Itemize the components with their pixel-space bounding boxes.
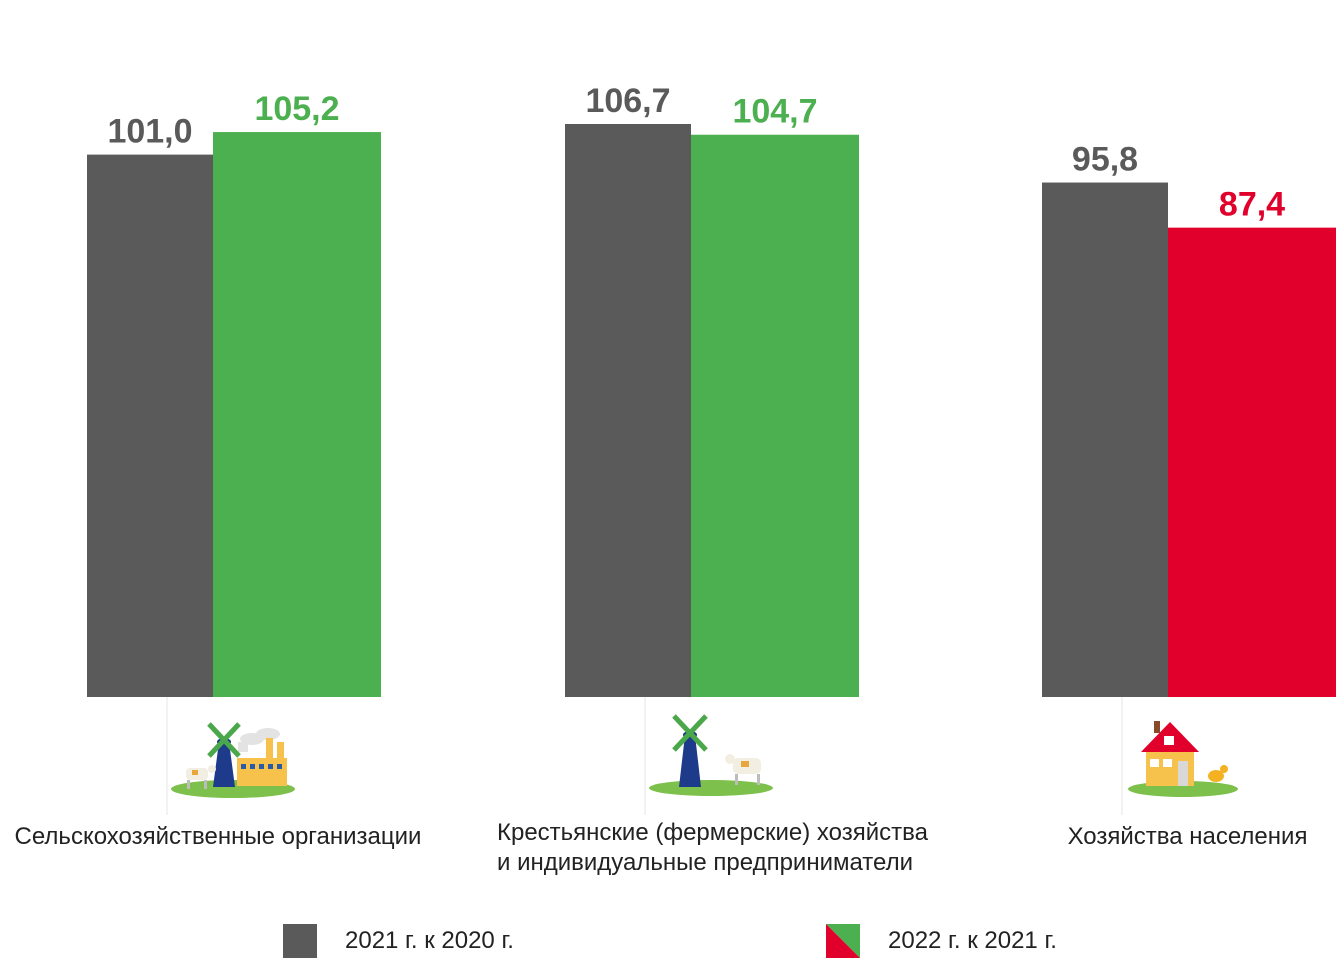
category-label-farms-and-entrepreneurs: Крестьянские (фермерские) хозяйства и ин… bbox=[497, 818, 937, 878]
category-label-line-2: и индивидуальные предприниматели bbox=[497, 849, 913, 876]
bar-series1-cat2 bbox=[565, 124, 691, 697]
bar-series2-cat3 bbox=[1168, 227, 1336, 697]
bars-group bbox=[87, 124, 1336, 698]
house-chicken-icon bbox=[1128, 721, 1238, 797]
legend-item-2021: 2021 г. к 2020 г. bbox=[283, 924, 514, 958]
bar-series2-cat1 bbox=[213, 132, 381, 697]
bar-series1-cat1 bbox=[87, 154, 213, 698]
bar-series1-cat3 bbox=[1042, 182, 1168, 697]
category-label-agricultural-organizations: Сельскохозяйственные организации bbox=[14, 823, 422, 850]
value-label-series1-cat1: 101,0 bbox=[107, 113, 192, 151]
value-label-series2-cat1: 105,2 bbox=[254, 90, 339, 128]
category-label-line-1: Крестьянские (фермерские) хозяйства bbox=[497, 819, 928, 846]
legend-item-2022: 2022 г. к 2021 г. bbox=[826, 924, 1057, 958]
value-label-series1-cat3: 95,8 bbox=[1072, 141, 1138, 179]
value-label-series2-cat2: 104,7 bbox=[732, 93, 817, 131]
bar-series2-cat2 bbox=[691, 134, 859, 698]
windmill-cow-farm-icon bbox=[649, 714, 773, 796]
legend-swatch-gray bbox=[283, 924, 317, 958]
windmill-factory-farm-icon bbox=[171, 722, 295, 798]
category-label-households: Хозяйства населения bbox=[1067, 823, 1308, 850]
legend-label-2022: 2022 г. к 2021 г. bbox=[888, 927, 1057, 954]
value-label-series2-cat3: 87,4 bbox=[1219, 186, 1285, 224]
value-labels-group: 101,0 105,2 106,7 104,7 95,8 87,4 bbox=[107, 82, 1285, 224]
legend-label-2021: 2021 г. к 2020 г. bbox=[345, 927, 514, 954]
value-label-series1-cat2: 106,7 bbox=[585, 82, 670, 120]
legend-swatch-green-red bbox=[826, 924, 860, 958]
